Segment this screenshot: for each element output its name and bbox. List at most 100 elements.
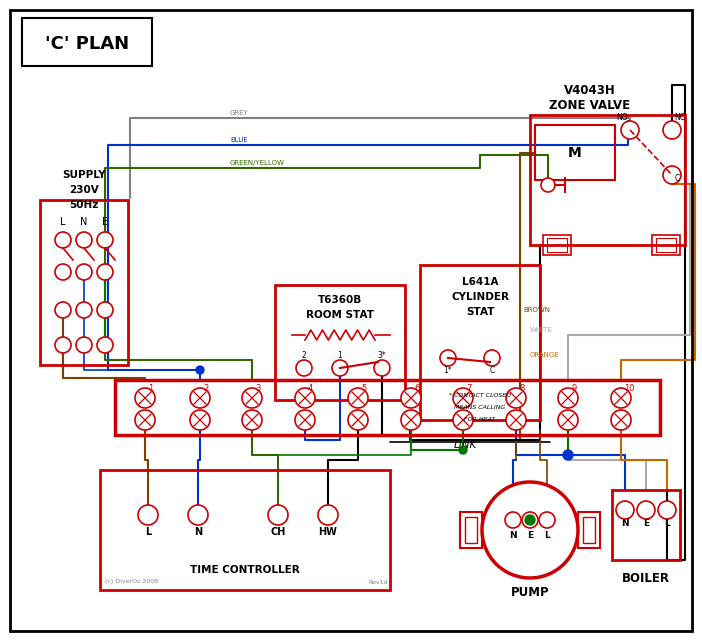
Circle shape [663, 121, 681, 139]
Circle shape [401, 388, 421, 408]
Text: * CONTACT CLOSED: * CONTACT CLOSED [449, 392, 511, 397]
Text: ROOM STAT: ROOM STAT [306, 310, 374, 320]
Text: 3: 3 [255, 383, 260, 392]
Bar [465, 517, 477, 543]
Text: GREEN/YELLOW: GREEN/YELLOW [230, 160, 285, 166]
Circle shape [196, 366, 204, 374]
Text: Rev1d: Rev1d [369, 579, 388, 585]
Text: 'C' PLAN: 'C' PLAN [45, 35, 129, 53]
Circle shape [658, 501, 676, 519]
Circle shape [55, 232, 71, 248]
Circle shape [558, 388, 578, 408]
Circle shape [242, 410, 262, 430]
Circle shape [484, 350, 500, 366]
Text: ZONE VALVE: ZONE VALVE [550, 99, 630, 112]
Text: 2: 2 [302, 351, 306, 360]
Bar [115, 380, 660, 435]
Circle shape [190, 388, 210, 408]
Text: BROWN: BROWN [523, 307, 550, 313]
Text: M: M [568, 146, 582, 160]
Text: N: N [194, 527, 202, 537]
Circle shape [482, 482, 578, 578]
Text: L: L [544, 531, 550, 540]
Text: V4043H: V4043H [564, 83, 616, 97]
Circle shape [374, 360, 390, 376]
Text: 3*: 3* [378, 351, 386, 360]
Text: HW: HW [319, 527, 338, 537]
Circle shape [401, 410, 421, 430]
Bar [656, 238, 676, 252]
Text: FOR HEAT: FOR HEAT [465, 417, 496, 422]
Circle shape [440, 350, 456, 366]
Text: C: C [489, 365, 495, 374]
Circle shape [296, 360, 312, 376]
Text: 10: 10 [624, 383, 635, 392]
Circle shape [97, 302, 113, 318]
Circle shape [663, 166, 681, 184]
Bar [578, 512, 600, 548]
Circle shape [539, 512, 555, 528]
Text: LINK: LINK [453, 440, 477, 450]
Circle shape [138, 505, 158, 525]
Circle shape [190, 410, 210, 430]
Text: 4: 4 [308, 383, 313, 392]
Text: 230V: 230V [69, 185, 99, 195]
Text: L: L [60, 217, 66, 227]
Text: T6360B: T6360B [318, 295, 362, 305]
Text: 6: 6 [414, 383, 419, 392]
Circle shape [525, 515, 535, 525]
Text: 9: 9 [571, 383, 576, 392]
Text: N: N [509, 531, 517, 540]
Circle shape [135, 388, 155, 408]
Text: 5: 5 [361, 383, 366, 392]
Circle shape [55, 302, 71, 318]
Circle shape [76, 302, 92, 318]
Text: E: E [102, 217, 108, 227]
Circle shape [318, 505, 338, 525]
Text: WHITE: WHITE [530, 327, 552, 333]
Text: CYLINDER: CYLINDER [451, 292, 509, 302]
Text: 2: 2 [203, 383, 208, 392]
Bar [530, 115, 685, 245]
Text: 7: 7 [466, 383, 471, 392]
Circle shape [453, 410, 473, 430]
Circle shape [97, 264, 113, 280]
Bar [612, 490, 680, 560]
Text: BOILER: BOILER [622, 572, 670, 585]
Circle shape [558, 410, 578, 430]
Bar [460, 512, 482, 548]
Text: E: E [643, 519, 649, 528]
Circle shape [76, 264, 92, 280]
Text: SUPPLY: SUPPLY [62, 170, 106, 180]
Circle shape [522, 512, 538, 528]
Bar [652, 235, 680, 255]
Circle shape [611, 410, 631, 430]
Circle shape [135, 410, 155, 430]
Bar [275, 285, 405, 400]
Bar [420, 265, 540, 420]
Text: GREY: GREY [230, 110, 249, 116]
Text: N: N [80, 217, 88, 227]
Circle shape [611, 388, 631, 408]
Bar [535, 125, 615, 180]
Circle shape [616, 501, 634, 519]
Text: CH: CH [270, 527, 286, 537]
Text: MEANS CALLING: MEANS CALLING [454, 404, 505, 410]
Text: NC: NC [674, 113, 685, 122]
Bar [543, 235, 571, 255]
Bar [100, 470, 390, 590]
Text: E: E [527, 531, 533, 540]
Text: L: L [145, 527, 151, 537]
Circle shape [541, 178, 555, 192]
Circle shape [295, 410, 315, 430]
Circle shape [459, 446, 467, 454]
Circle shape [268, 505, 288, 525]
Circle shape [76, 337, 92, 353]
Bar [583, 517, 595, 543]
Circle shape [348, 388, 368, 408]
Circle shape [506, 410, 526, 430]
Circle shape [76, 232, 92, 248]
Circle shape [55, 337, 71, 353]
Text: (c) DiverOz 2008: (c) DiverOz 2008 [105, 579, 158, 585]
Circle shape [332, 360, 348, 376]
